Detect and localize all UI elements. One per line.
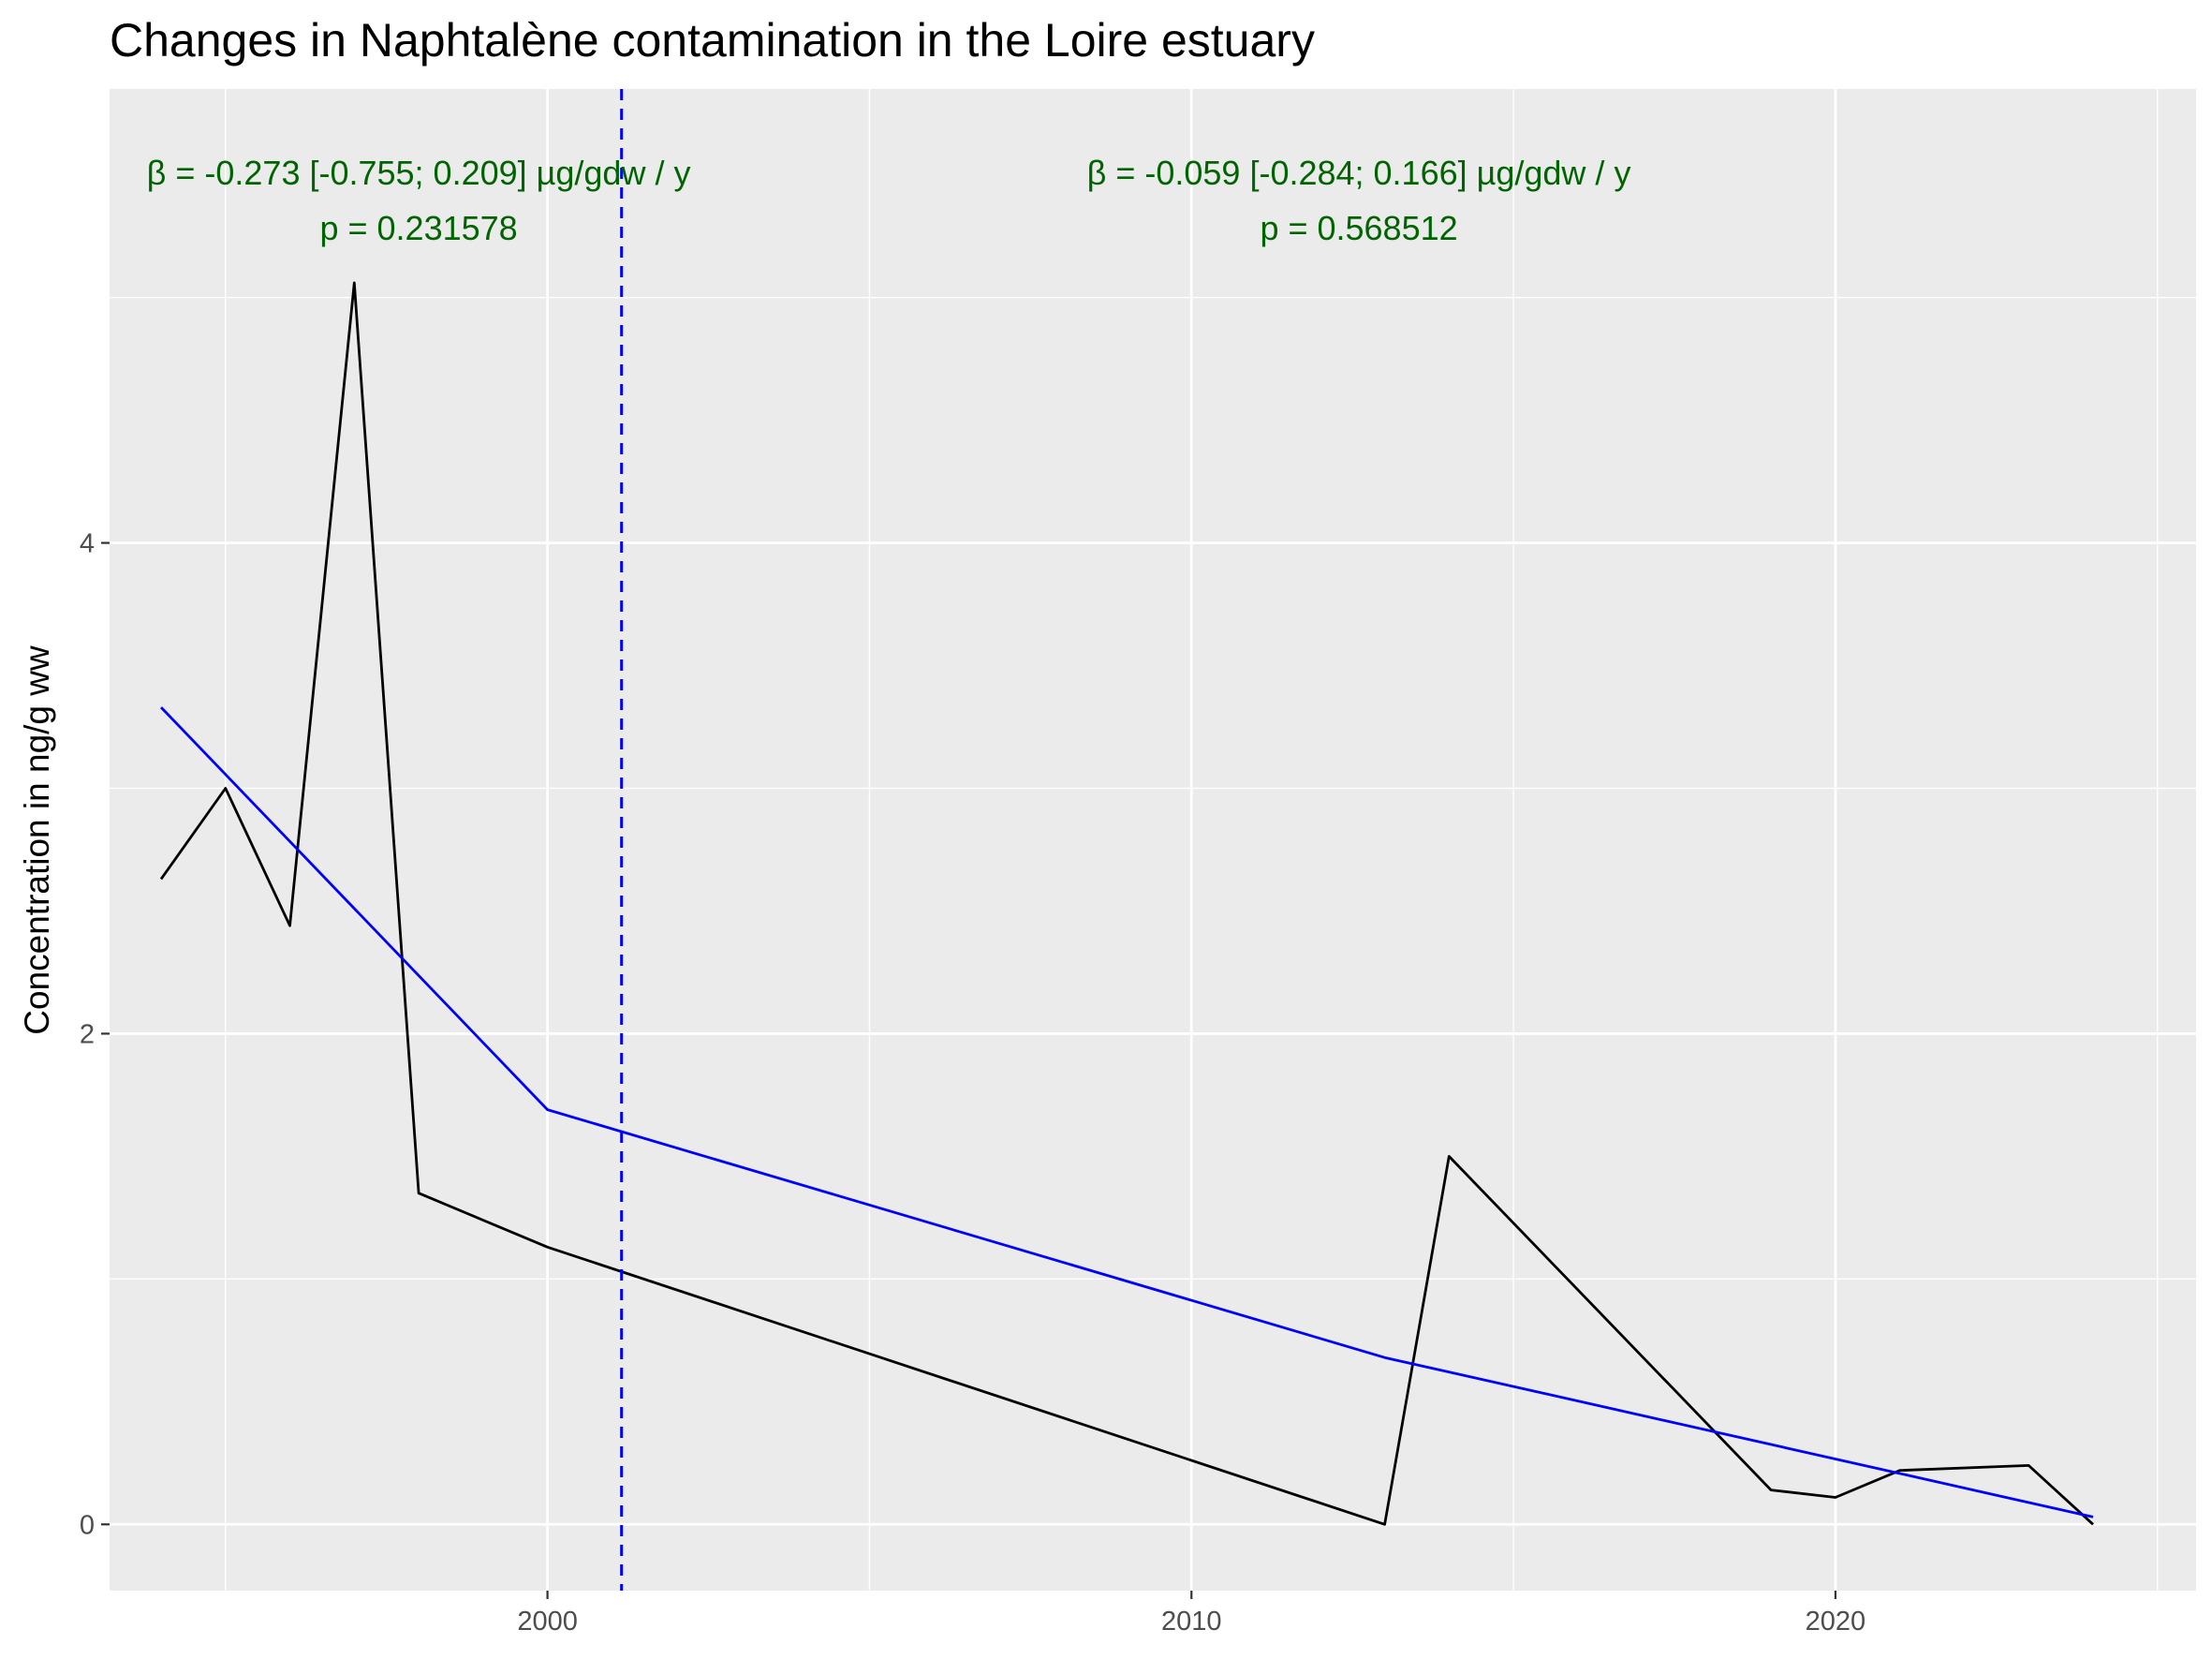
y-tick-label: 4	[80, 529, 95, 559]
trend-annotation-p-value: p = 0.231578	[319, 209, 517, 247]
annotation-layer: β = -0.273 [-0.755; 0.209] µg/gdw / y p =…	[147, 154, 1631, 247]
major-gridlines	[110, 89, 2196, 1591]
x-tick-label: 2000	[517, 1607, 578, 1637]
chart-title: Changes in Naphtalène contamination in t…	[110, 14, 1315, 67]
plot-panel	[110, 89, 2196, 1591]
trend-annotation-p-value: p = 0.568512	[1260, 209, 1457, 247]
y-axis-title: Concentration in ng/g ww	[18, 645, 56, 1035]
y-tick-label: 2	[80, 1019, 95, 1049]
x-tick-label: 2020	[1806, 1607, 1866, 1637]
trend-annotation-beta: β = -0.059 [-0.284; 0.166] µg/gdw / y	[1087, 154, 1631, 192]
trend-series-line	[159, 706, 2094, 1518]
minor-gridlines	[110, 89, 2196, 1591]
concentration-series-line	[159, 281, 2094, 1526]
y-tick-label: 0	[80, 1510, 95, 1540]
trend-annotation-beta: β = -0.273 [-0.755; 0.209] µg/gdw / y	[147, 154, 691, 192]
axis-layer: 2000 2010 2020 0 2 4	[80, 529, 1865, 1637]
x-tick-label: 2010	[1161, 1607, 1222, 1637]
series-layer	[159, 281, 2094, 1526]
